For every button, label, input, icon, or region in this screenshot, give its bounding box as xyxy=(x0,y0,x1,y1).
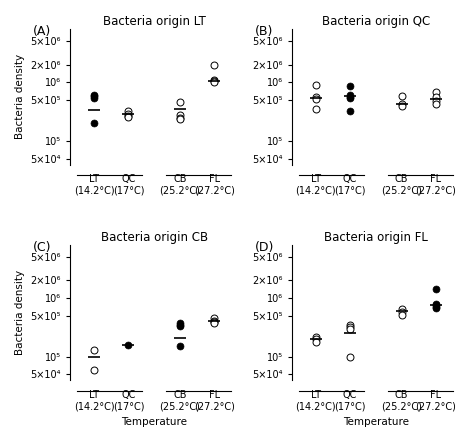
X-axis label: Temperature: Temperature xyxy=(343,417,409,427)
Y-axis label: Bacteria density: Bacteria density xyxy=(15,270,25,355)
Text: (C): (C) xyxy=(33,241,52,254)
Title: Bacteria origin FL: Bacteria origin FL xyxy=(324,231,428,244)
X-axis label: Temperature: Temperature xyxy=(121,417,187,427)
Text: (D): (D) xyxy=(255,241,274,254)
Title: Bacteria origin LT: Bacteria origin LT xyxy=(103,15,206,28)
Text: (A): (A) xyxy=(33,25,51,38)
Y-axis label: Bacteria density: Bacteria density xyxy=(15,54,25,139)
Text: (B): (B) xyxy=(255,25,273,38)
Title: Bacteria origin QC: Bacteria origin QC xyxy=(322,15,430,28)
Title: Bacteria origin CB: Bacteria origin CB xyxy=(101,231,208,244)
